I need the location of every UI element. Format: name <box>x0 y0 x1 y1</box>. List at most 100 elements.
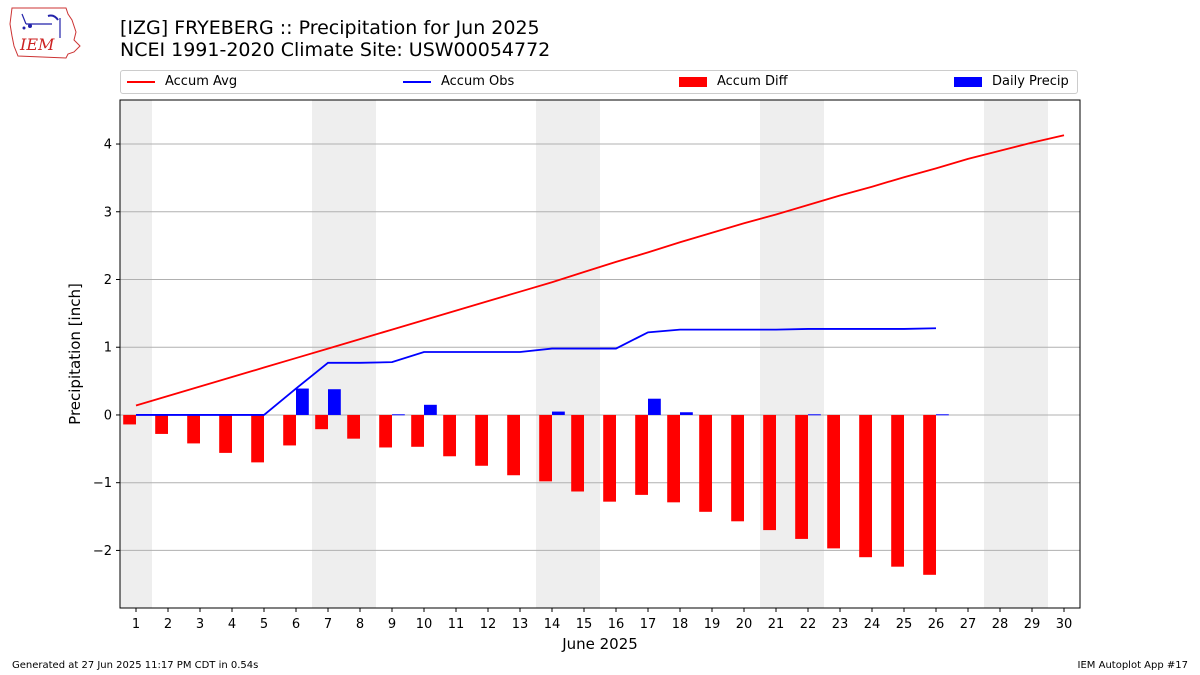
y-tick-label: 3 <box>104 205 112 220</box>
bar-accum-diff <box>571 414 584 492</box>
x-tick-label: 17 <box>640 617 657 632</box>
x-tick-label: 2 <box>164 617 172 632</box>
x-tick-label: 27 <box>960 617 977 632</box>
footer-generated-text: Generated at 27 Jun 2025 11:17 PM CDT in… <box>12 660 259 671</box>
legend-swatch-accum-avg <box>127 80 155 83</box>
bar-daily-precip <box>296 388 309 415</box>
bar-daily-precip <box>808 414 821 416</box>
y-tick-label: 2 <box>104 273 112 288</box>
bar-daily-precip <box>392 414 405 416</box>
bar-accum-diff <box>827 414 840 549</box>
footer-app-text: IEM Autoplot App #17 <box>1077 660 1188 671</box>
x-tick-label: 30 <box>1056 617 1073 632</box>
line-accum-avg <box>135 134 1065 407</box>
x-tick-label: 19 <box>704 617 721 632</box>
legend-item-accum-obs: Accum Obs <box>403 74 514 89</box>
bar-accum-diff <box>635 414 648 495</box>
bar-accum-diff <box>347 414 360 439</box>
legend-item-accum-avg: Accum Avg <box>127 74 237 89</box>
x-tick-label: 22 <box>800 617 817 632</box>
y-tick-label: −1 <box>93 476 112 491</box>
logo-text: IEM <box>19 35 55 54</box>
legend-label-accum-obs: Accum Obs <box>441 74 515 89</box>
bar-accum-diff <box>795 414 808 539</box>
x-tick-label: 14 <box>544 617 561 632</box>
bar-accum-diff <box>507 414 520 476</box>
legend-item-daily-precip: Daily Precip <box>954 74 1069 89</box>
bar-accum-diff <box>251 414 264 463</box>
bar-daily-precip <box>328 389 341 415</box>
x-tick-label: 3 <box>196 617 204 632</box>
x-tick-label: 8 <box>356 617 364 632</box>
x-tick-label: 7 <box>324 617 332 632</box>
bar-daily-precip <box>424 404 437 415</box>
bar-accum-diff <box>539 414 552 482</box>
x-tick-label: 20 <box>736 617 753 632</box>
x-tick-label: 6 <box>292 617 300 632</box>
bar-accum-diff <box>923 414 936 575</box>
legend-swatch-accum-obs <box>403 80 431 83</box>
x-axis-label: June 2025 <box>561 635 638 653</box>
x-tick-label: 26 <box>928 617 945 632</box>
bar-accum-diff <box>187 414 200 444</box>
legend-swatch-daily-precip <box>954 76 982 87</box>
bar-accum-diff <box>475 414 488 466</box>
bar-accum-diff <box>219 414 232 453</box>
x-tick-label: 18 <box>672 617 689 632</box>
bar-accum-diff <box>283 414 296 446</box>
legend-label-daily-precip: Daily Precip <box>992 74 1069 89</box>
x-tick-label: 23 <box>832 617 849 632</box>
bar-accum-diff <box>123 414 136 425</box>
bar-daily-precip <box>648 398 661 415</box>
bar-accum-diff <box>315 414 328 430</box>
x-tick-label: 15 <box>576 617 593 632</box>
bar-accum-diff <box>731 414 744 522</box>
chart-title: [IZG] FRYEBERG :: Precipitation for Jun … <box>120 17 540 39</box>
x-tick-label: 13 <box>512 617 529 632</box>
bar-daily-precip <box>936 414 949 416</box>
legend-swatch-accum-diff <box>679 76 707 87</box>
chart-legend: Accum Avg Accum Obs Accum Diff Daily Pre… <box>120 70 1078 94</box>
bar-accum-diff <box>379 414 392 448</box>
bar-accum-diff <box>155 414 168 434</box>
weekend-shade <box>120 100 152 608</box>
x-tick-label: 28 <box>992 617 1009 632</box>
weekend-shade <box>760 100 824 608</box>
chart-subtitle: NCEI 1991-2020 Climate Site: USW00054772 <box>120 39 551 61</box>
bar-daily-precip <box>680 412 693 415</box>
legend-label-accum-diff: Accum Diff <box>717 74 788 89</box>
x-tick-label: 4 <box>228 617 236 632</box>
plot-frame <box>119 99 1081 609</box>
bar-accum-diff <box>859 414 872 558</box>
bar-accum-diff <box>891 414 904 567</box>
x-tick-label: 21 <box>768 617 785 632</box>
weekend-shade <box>312 100 376 608</box>
x-tick-label: 29 <box>1024 617 1041 632</box>
x-tick-label: 11 <box>448 617 465 632</box>
y-tick-label: 1 <box>104 341 112 356</box>
y-tick-label: −2 <box>93 544 112 559</box>
bar-accum-diff <box>699 414 712 512</box>
legend-label-accum-avg: Accum Avg <box>165 74 238 89</box>
bar-accum-diff <box>603 414 616 502</box>
bar-accum-diff <box>667 414 680 503</box>
bar-accum-diff <box>411 414 424 447</box>
y-tick-label: 4 <box>104 138 112 153</box>
line-accum-obs <box>136 327 937 416</box>
y-tick-label: 0 <box>104 408 112 423</box>
bar-daily-precip <box>552 411 565 415</box>
bar-accum-diff <box>763 414 776 531</box>
x-tick-label: 12 <box>480 617 497 632</box>
x-tick-label: 16 <box>608 617 625 632</box>
bar-accum-diff <box>443 414 456 457</box>
legend-item-accum-diff: Accum Diff <box>679 74 788 89</box>
x-tick-label: 5 <box>260 617 268 632</box>
x-tick-label: 9 <box>388 617 396 632</box>
x-tick-label: 25 <box>896 617 913 632</box>
weekend-shade <box>536 100 600 608</box>
x-tick-label: 1 <box>132 617 140 632</box>
x-tick-label: 10 <box>416 617 433 632</box>
x-tick-label: 24 <box>864 617 881 632</box>
y-axis-label: Precipitation [inch] <box>66 283 84 425</box>
